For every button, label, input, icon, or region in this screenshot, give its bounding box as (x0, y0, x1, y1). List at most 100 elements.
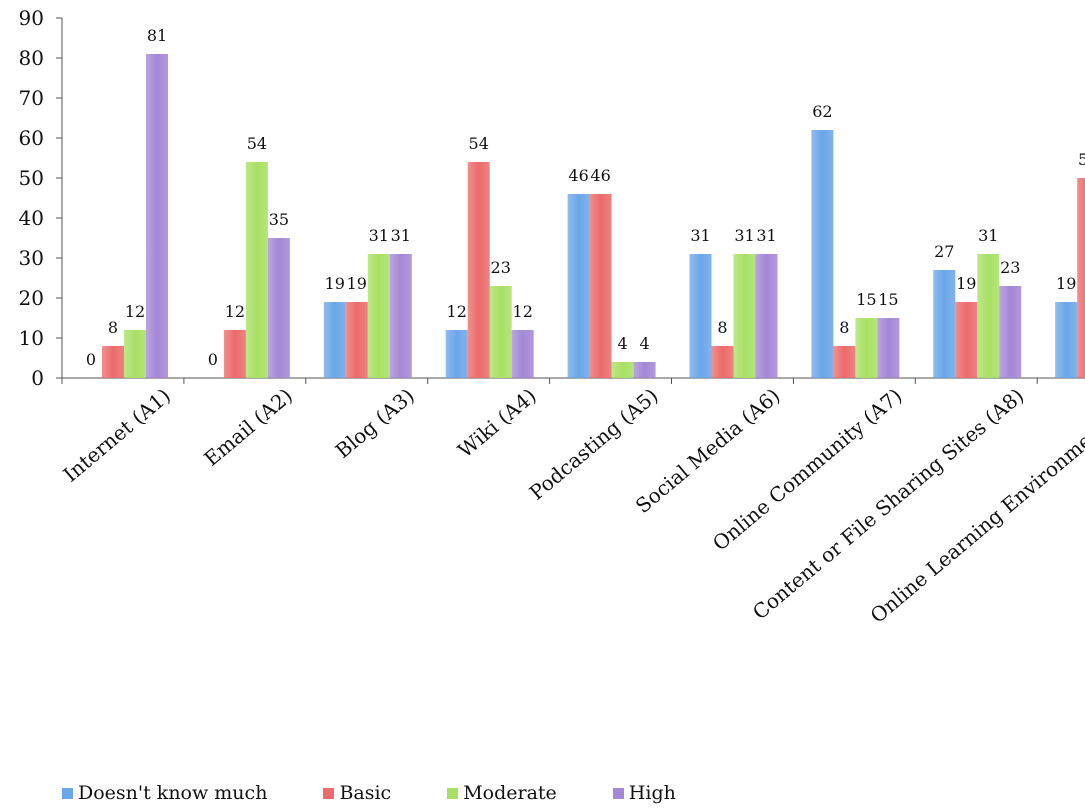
bar (811, 130, 834, 378)
bar (689, 254, 712, 378)
legend-swatch (323, 787, 335, 799)
legend-item: Moderate (447, 782, 557, 804)
y-axis: 0 10 20 30 40 50 60 70 80 90 (19, 6, 63, 390)
bar (833, 346, 856, 378)
bar (611, 362, 634, 378)
bar (102, 346, 124, 378)
bars (102, 54, 1085, 378)
bar (124, 330, 146, 378)
bar (977, 254, 1000, 378)
bar (223, 330, 246, 378)
data-label: 27 (934, 242, 954, 261)
data-label: 54 (247, 134, 267, 153)
bar (489, 286, 512, 378)
data-label: 23 (1000, 258, 1020, 277)
data-label: 8 (717, 318, 727, 337)
bar (933, 270, 956, 378)
bar (999, 286, 1022, 378)
bar (589, 194, 612, 378)
bar (467, 162, 490, 378)
data-label: 31 (369, 226, 389, 245)
y-tick-label: 20 (19, 286, 44, 310)
legend-swatch (612, 787, 624, 799)
data-label: 12 (225, 302, 245, 321)
y-tick-label: 10 (19, 326, 44, 350)
data-label: 19 (1056, 274, 1076, 293)
bar (567, 194, 590, 378)
bar (267, 238, 290, 378)
y-tick-label: 50 (19, 166, 44, 190)
legend-swatch (62, 787, 73, 799)
data-label: 81 (147, 26, 167, 45)
y-tick-label: 80 (19, 46, 44, 70)
data-label: 62 (812, 102, 832, 121)
y-tick-label: 90 (19, 6, 44, 30)
bar (367, 254, 390, 378)
bar (733, 254, 756, 378)
bar (1077, 178, 1085, 378)
data-label: 31 (978, 226, 998, 245)
x-tick-label: Internet (A1) (58, 383, 175, 486)
legend-label: Moderate (463, 782, 557, 804)
data-label: 19 (325, 274, 345, 293)
y-tick-label: 0 (31, 366, 44, 390)
data-label: 0 (86, 350, 96, 369)
bar (245, 162, 268, 378)
legend-label: Basic (339, 782, 392, 804)
legend-item: High (612, 782, 676, 804)
data-label: 31 (391, 226, 411, 245)
bar (389, 254, 412, 378)
data-label: 46 (568, 166, 588, 185)
x-axis (61, 377, 1085, 384)
data-label: 12 (447, 302, 467, 321)
data-label: 8 (839, 318, 849, 337)
data-label: 54 (469, 134, 489, 153)
legend-item: Basic (323, 782, 391, 804)
legend: Doesn't know much Basic Moderate High (62, 782, 732, 804)
y-tick-label: 30 (19, 246, 44, 270)
bar (711, 346, 734, 378)
data-label: 31 (734, 226, 754, 245)
data-label: 8 (108, 318, 118, 337)
data-label: 12 (125, 302, 145, 321)
bar (877, 318, 900, 378)
bar (146, 54, 168, 378)
y-tick-label: 40 (19, 206, 44, 230)
legend-item: Doesn't know much (62, 782, 267, 804)
x-tick-labels: Internet (A1) Email (A2) Blog (A3) Wiki (A4… (58, 383, 1085, 627)
x-tick-label: Content or File Sharing Sites (A8) (748, 383, 1029, 624)
data-label: 35 (269, 210, 289, 229)
legend-label: Doesn't know much (78, 782, 268, 804)
y-tick-label: 60 (19, 126, 44, 150)
x-tick-label: Podcasting (A5) (525, 383, 663, 504)
bar (345, 302, 368, 378)
data-label: 50 (1078, 150, 1085, 169)
legend-label: High (628, 782, 676, 804)
data-label: 19 (956, 274, 976, 293)
y-tick-label: 70 (19, 86, 44, 110)
bar (633, 362, 656, 378)
data-label: 23 (491, 258, 511, 277)
bar (755, 254, 778, 378)
bar (1055, 302, 1078, 378)
bar (445, 330, 468, 378)
data-label: 31 (690, 226, 710, 245)
data-label: 15 (856, 290, 876, 309)
bar (955, 302, 978, 378)
data-label: 15 (878, 290, 898, 309)
data-label: 0 (208, 350, 218, 369)
data-label: 4 (640, 334, 650, 353)
data-label: 4 (618, 334, 628, 353)
data-label: 12 (513, 302, 533, 321)
bar (855, 318, 878, 378)
legend-swatch (447, 787, 459, 799)
x-tick-label: Email (A2) (199, 383, 297, 470)
bar (323, 302, 346, 378)
x-tick-label: Blog (A3) (331, 383, 419, 463)
bar (511, 330, 534, 378)
x-tick-label: Wiki (A4) (453, 383, 541, 462)
data-label: 31 (756, 226, 776, 245)
data-label: 19 (347, 274, 367, 293)
